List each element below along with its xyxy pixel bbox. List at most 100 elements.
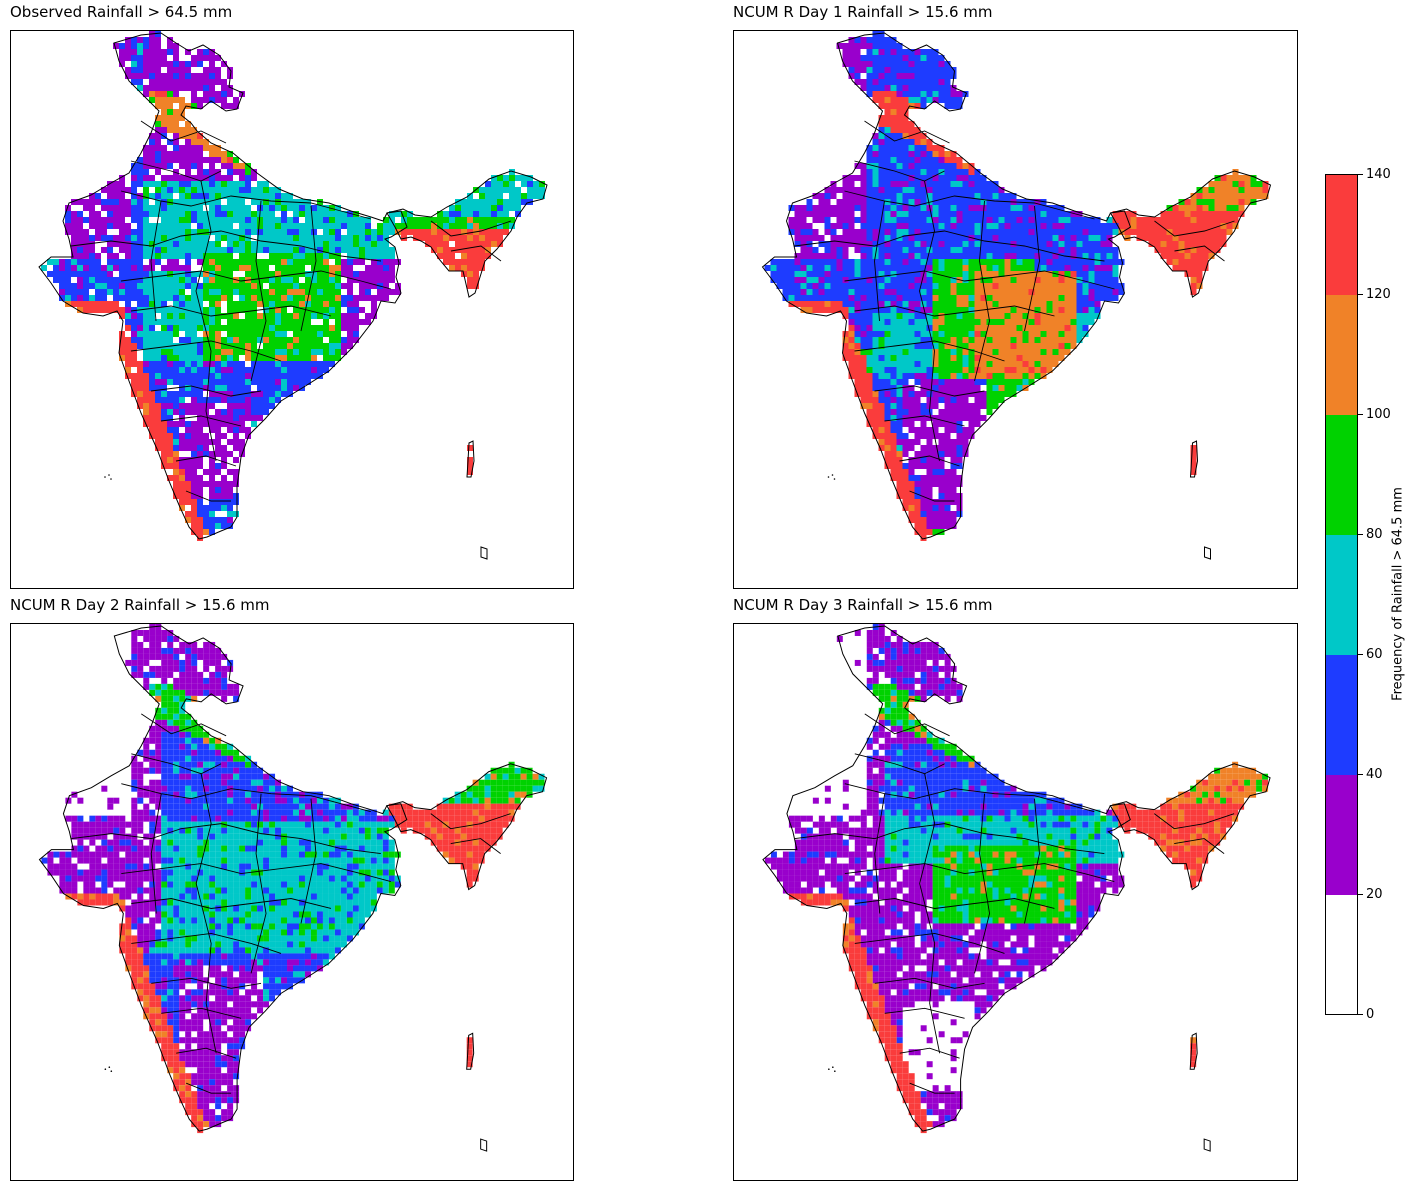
island-marker: [828, 1068, 830, 1071]
state-boundary: [854, 753, 945, 775]
state-boundary: [141, 713, 227, 737]
country-boundary: [386, 170, 548, 298]
country-boundary: [1203, 1138, 1211, 1152]
colorbar-bin: [1326, 535, 1357, 655]
state-boundary: [874, 793, 886, 914]
colorbar-tick: [1358, 1014, 1363, 1015]
state-boundary: [185, 490, 231, 502]
state-boundary: [450, 245, 502, 262]
state-boundary: [250, 200, 267, 382]
state-boundary: [884, 1007, 965, 1019]
state-boundary: [1153, 813, 1235, 830]
state-boundary: [844, 783, 1095, 813]
india-map: [762, 624, 1271, 1152]
state-boundary: [844, 270, 1115, 290]
island-marker: [827, 476, 830, 478]
island-marker: [831, 474, 834, 476]
state-boundary: [430, 220, 512, 237]
state-boundary: [150, 385, 262, 397]
rainfall-grid: [764, 31, 1269, 541]
colorbar-bin: [1326, 775, 1357, 895]
colorbar-tick-label: 100: [1366, 407, 1391, 422]
state-boundary: [854, 305, 1055, 317]
state-boundary: [161, 1007, 242, 1019]
state-boundary: [919, 180, 940, 462]
state-boundary: [131, 932, 282, 954]
island-marker: [110, 1070, 113, 1072]
state-boundary: [899, 1047, 960, 1059]
state-boundary: [974, 793, 991, 974]
country-boundary: [38, 625, 408, 1132]
state-boundary: [70, 230, 382, 262]
state-boundary: [874, 977, 985, 989]
country-boundary: [762, 625, 1131, 1132]
map-frame: [733, 30, 1298, 589]
state-boundary: [909, 1082, 955, 1094]
country-boundary: [1189, 440, 1199, 478]
state-boundary: [430, 813, 511, 830]
colorbar-tick: [1358, 654, 1363, 655]
state-boundary: [874, 385, 985, 397]
map-frame: [10, 30, 574, 589]
rainfall-grid: [41, 624, 545, 1134]
colorbar-bin: [1326, 295, 1357, 415]
state-boundary: [300, 798, 317, 924]
state-boundary: [974, 200, 990, 382]
country-boundary: [466, 440, 475, 478]
country-boundary: [480, 1138, 488, 1152]
map-frame: [733, 623, 1298, 1181]
rainfall-grid: [764, 624, 1269, 1134]
state-boundary: [1174, 245, 1225, 262]
colorbar-tick: [1358, 894, 1363, 895]
rainfall-grid: [41, 31, 545, 541]
colorbar-tick: [1358, 414, 1363, 415]
colorbar-tick-label: 20: [1366, 887, 1383, 902]
state-boundary: [130, 305, 332, 317]
island-marker: [108, 1066, 111, 1069]
colorbar-bin: [1326, 415, 1357, 535]
country-boundary: [1109, 170, 1272, 298]
island-marker: [833, 478, 836, 480]
state-boundary: [1024, 205, 1040, 332]
state-boundary: [130, 340, 282, 362]
colorbar-tick-label: 60: [1366, 647, 1383, 662]
country-boundary: [466, 1032, 475, 1070]
colorbar-tick-label: 40: [1366, 767, 1383, 782]
state-boundary: [130, 160, 222, 182]
india-map: [38, 624, 548, 1152]
state-boundary: [151, 977, 262, 989]
state-boundary: [195, 180, 217, 462]
state-boundary: [121, 863, 391, 882]
state-boundary: [186, 1082, 232, 1094]
state-boundary: [120, 270, 392, 290]
state-boundary: [899, 455, 960, 467]
india-map: [38, 31, 548, 560]
state-boundary: [120, 190, 372, 220]
island-marker: [834, 1070, 836, 1072]
colorbar-bin: [1326, 655, 1357, 775]
colorbar-tick: [1358, 294, 1363, 295]
state-boundary: [300, 205, 317, 332]
country-boundary: [761, 32, 1132, 540]
state-boundary: [1154, 220, 1235, 237]
island-marker: [110, 478, 112, 480]
state-boundary: [160, 415, 242, 427]
colorbar-bin: [1326, 175, 1357, 295]
colorbar-bin: [1326, 895, 1357, 1014]
state-boundary: [844, 190, 1095, 220]
country-boundary: [38, 32, 408, 540]
state-boundary: [864, 713, 950, 737]
state-boundary: [1174, 838, 1225, 854]
state-boundary: [874, 200, 885, 322]
state-boundary: [854, 932, 1005, 954]
state-boundary: [794, 823, 1105, 855]
country-boundary: [480, 546, 488, 560]
state-boundary: [854, 160, 945, 182]
colorbar-label: Frequency of Rainfall > 64.5 mm: [1390, 487, 1406, 701]
state-boundary: [175, 455, 237, 467]
state-boundary: [854, 340, 1005, 362]
country-boundary: [1109, 763, 1271, 891]
state-boundary: [250, 793, 267, 974]
india-map: [761, 31, 1272, 560]
colorbar: [1325, 174, 1358, 1015]
